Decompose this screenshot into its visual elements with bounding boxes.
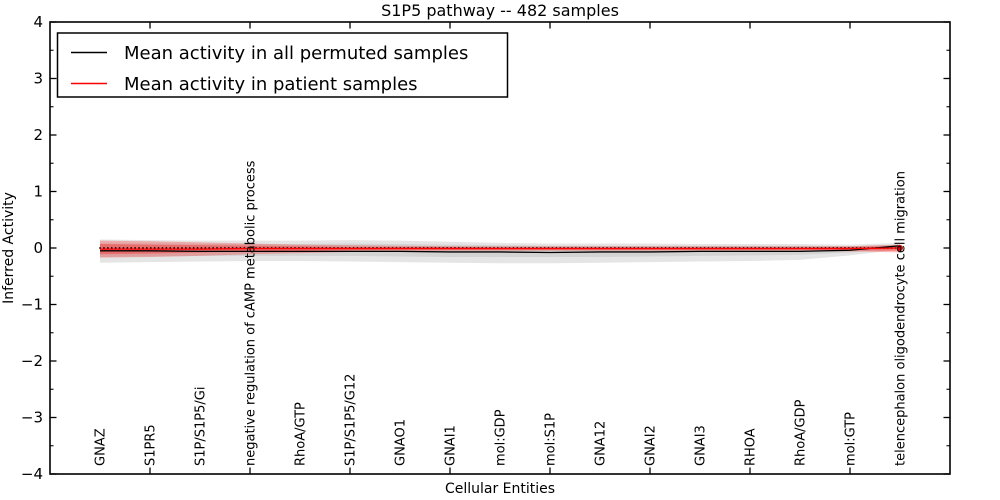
permuted-band-inner bbox=[100, 243, 900, 258]
y-tick-label: −3 bbox=[21, 409, 43, 427]
patient-mean-line bbox=[100, 247, 901, 250]
x-category-label: GNA12 bbox=[594, 421, 609, 466]
y-tick-label: −4 bbox=[21, 465, 43, 483]
x-category-label: mol:GDP bbox=[494, 409, 509, 466]
legend: Mean activity in all permuted samples Me… bbox=[56, 32, 509, 98]
x-category-label: RHOA bbox=[744, 428, 759, 466]
plot-area: 4 3 2 1 0 −1 −2 −3 −4 GNAZ S1PR5 S1P/S1P5/Gi negativ… bbox=[21, 13, 951, 483]
x-category-label: telencephalon oligodendrocyte cell migra… bbox=[894, 171, 909, 466]
x-category-label: mol:GTP bbox=[844, 412, 859, 466]
x-category-label: negative regulation of cAMP metabolic pr… bbox=[244, 160, 259, 466]
y-tick-label: 1 bbox=[33, 183, 43, 201]
legend-label-permuted: Mean activity in all permuted samples bbox=[124, 43, 468, 64]
permuted-mean-line bbox=[100, 245, 901, 254]
patient-end-dot bbox=[897, 245, 903, 251]
x-axis-label: Cellular Entities bbox=[445, 481, 555, 497]
x-category-label: GNAI3 bbox=[694, 425, 709, 466]
y-axis-label: Inferred Activity bbox=[1, 192, 17, 304]
x-category-label: RhoA/GTP bbox=[294, 402, 309, 466]
x-category-label: S1P/S1P5/Gi bbox=[194, 387, 209, 466]
x-category-label: GNAO1 bbox=[394, 419, 409, 466]
y-tick-label: 0 bbox=[33, 239, 43, 257]
y-tick-label: −2 bbox=[21, 352, 43, 370]
x-category-label: S1PR5 bbox=[144, 424, 159, 466]
x-category-label: GNAI2 bbox=[644, 425, 659, 466]
x-category-label: S1P/S1P5/G12 bbox=[344, 374, 359, 466]
y-tick-label: 4 bbox=[33, 13, 43, 31]
x-category-label: mol:S1P bbox=[544, 413, 559, 466]
legend-label-patient: Mean activity in patient samples bbox=[124, 74, 418, 95]
x-category-label: RhoA/GDP bbox=[794, 399, 809, 466]
y-tick-label: 3 bbox=[33, 70, 43, 88]
y-tick-label: −1 bbox=[21, 296, 43, 314]
chart-title: S1P5 pathway -- 482 samples bbox=[381, 1, 619, 20]
y-tick-label: 2 bbox=[33, 126, 43, 144]
x-category-label: GNAZ bbox=[94, 428, 109, 466]
legend-box bbox=[56, 32, 509, 98]
x-category-label: GNAI1 bbox=[444, 425, 459, 466]
